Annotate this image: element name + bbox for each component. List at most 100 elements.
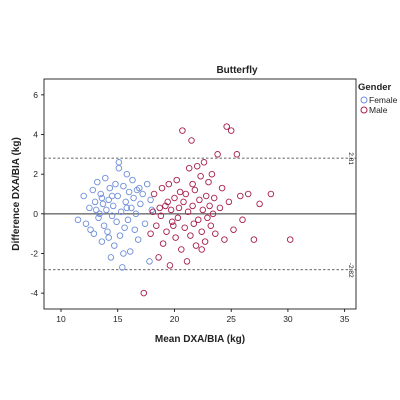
plot-area [43,78,357,310]
male-point [167,206,175,214]
female-point [137,200,144,208]
x-tick-label: 30 [283,314,293,324]
female-point [102,174,109,182]
female-point [115,159,123,166]
female-point [112,180,119,188]
female-point [130,194,137,202]
female-point [96,210,103,218]
female-point [104,228,111,235]
male-point [168,218,176,226]
female-point [105,196,112,204]
male-point [223,123,230,130]
female-point [120,182,127,190]
male-point [198,246,205,253]
female-point [131,226,139,233]
female-point [97,190,104,198]
female-point [129,176,136,184]
female-point [95,214,102,222]
male-point [171,194,178,202]
female-point [113,218,120,226]
female-point [74,216,82,224]
legend-female-label: Female [369,95,398,105]
male-point [140,289,148,297]
male-point [184,208,192,216]
male-point [209,210,217,218]
x-tick-label: 20 [170,314,180,324]
female-point [126,248,134,255]
female-point [94,178,101,186]
female-point [90,230,98,237]
female-point [91,198,99,206]
male-point [188,137,195,144]
female-point [92,206,100,214]
male-point [149,208,157,216]
female-point [99,200,107,208]
male-point [239,216,246,224]
male-point [221,236,228,243]
male-point [198,228,205,235]
female-point [123,170,131,178]
male-point [195,216,202,224]
limit-of-agreement-label: 2.81 [347,152,354,165]
male-point [193,162,201,170]
female-point [89,186,97,194]
female-point [136,184,143,192]
male-point [237,192,244,200]
female-point [123,204,131,212]
male-point [218,184,226,192]
y-tick-label: 4 [33,130,38,140]
y-tick-label: 6 [33,90,38,100]
x-axis-title: Mean DXA/BIA (kg) [155,334,245,345]
male-point [164,198,171,206]
female-point [103,206,110,214]
female-point [82,220,90,227]
female-point [111,242,118,249]
male-point [286,236,294,243]
legend: Gender Female Male [358,82,398,115]
male-point [189,202,196,210]
male-point [156,204,163,212]
male-point [207,222,215,229]
female-point [100,222,108,229]
male-point [208,170,216,178]
male-point [192,242,200,249]
female-point [119,264,126,271]
x-tick-label: 25 [226,314,236,324]
male-point [159,240,167,247]
male-point [244,190,252,198]
male-point [150,190,158,198]
male-point [205,178,212,186]
male-point [180,198,187,206]
y-axis-ticks: -4 -2 0 2 4 6 [30,90,44,298]
female-point [125,188,133,196]
legend-title: Gender [358,82,392,93]
female-point [86,204,93,212]
male-point [201,238,209,245]
reference-lines: 2.81 -2.82 [44,152,356,278]
x-axis-ticks: 10 15 20 25 30 35 [56,309,350,324]
male-point [158,184,166,192]
female-point [122,198,129,206]
male-point [204,214,211,222]
female-point [143,180,151,188]
male-point [182,190,190,198]
data-points [74,123,294,297]
male-point [172,234,179,241]
female-point [98,238,106,245]
y-axis-title: Difference DXA/BIA (kg) [11,137,22,251]
male-point [210,194,218,202]
female-point [147,196,154,204]
male-point [190,220,198,227]
male-point [166,262,174,269]
female-point [106,184,114,192]
male-point [183,258,191,265]
female-point [80,192,87,200]
male-point [227,127,235,134]
male-point [225,198,233,206]
female-point [139,190,146,198]
female-point [124,216,132,224]
female-point [117,208,125,216]
male-point [214,151,221,158]
